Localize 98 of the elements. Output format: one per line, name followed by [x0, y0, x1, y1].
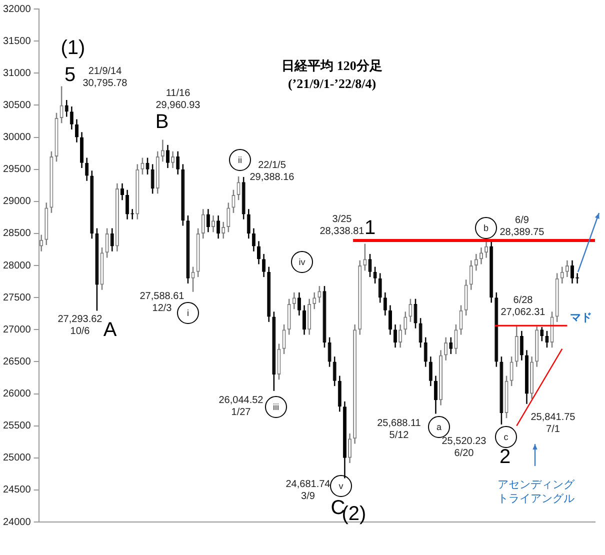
candlestick	[373, 266, 377, 284]
candlestick	[140, 158, 144, 174]
annotation: アセンディングトライアングル	[496, 478, 576, 506]
annotation: 5	[64, 64, 76, 86]
annotation: 25,841.75 7/1	[530, 412, 576, 436]
y-tick-label: 27000	[2, 324, 32, 336]
candlestick	[60, 86, 64, 124]
candlestick	[100, 248, 104, 290]
y-tick-label: 32000	[2, 4, 32, 15]
candlestick	[44, 202, 48, 245]
annotation: 25,688.11 5/12	[377, 418, 421, 442]
candlestick	[540, 327, 544, 342]
text: 日経平均 120分足	[282, 57, 382, 75]
circled-label: b	[475, 217, 497, 239]
y-tick-label: 28500	[2, 228, 32, 240]
y-tick-label: 26000	[2, 388, 32, 400]
ref-line-label: マド	[570, 310, 592, 324]
candlestick	[404, 312, 408, 335]
candlestick	[277, 344, 281, 380]
y-tick-label: 30500	[2, 100, 32, 111]
annotation: 27,293.62 10/6	[58, 314, 102, 338]
candlestick	[136, 164, 140, 220]
candlestick	[459, 305, 463, 335]
candlestick	[500, 356, 504, 425]
candlestick	[494, 292, 498, 367]
annotation: 6/9 28,389.75	[500, 215, 544, 239]
annotation: 3/25 28,338.81	[320, 214, 364, 238]
candlestick	[90, 170, 94, 239]
candlestick	[64, 100, 68, 117]
candlestick	[318, 286, 322, 303]
y-tick-label: 28000	[2, 260, 32, 272]
y-tick-label: 31000	[2, 68, 32, 79]
circled-label: a	[428, 416, 450, 438]
y-tick-label: 31500	[2, 36, 32, 47]
circled-label: iii	[265, 396, 287, 418]
candlestick	[150, 164, 154, 194]
candlestick	[181, 164, 185, 226]
annotation: 1	[364, 217, 376, 239]
y-tick-label: 25500	[2, 420, 32, 432]
candlestick	[50, 151, 54, 213]
candlestick	[414, 298, 418, 328]
annotation: 11/16 29,960.93	[156, 88, 200, 112]
candlestick	[232, 190, 236, 213]
circled-label: v	[330, 475, 352, 497]
candlestick	[408, 298, 412, 322]
candlestick	[226, 202, 230, 232]
y-tick-label: 27500	[2, 292, 32, 304]
annotation: 26,044.52 1/27	[218, 395, 264, 419]
annotation: 24,681.74 3/9	[286, 479, 330, 503]
candlestick	[146, 158, 150, 174]
annotation: (1)	[60, 37, 86, 59]
candlestick	[191, 266, 195, 292]
circled-label: i	[177, 302, 199, 324]
candlestick	[510, 356, 514, 386]
candlestick	[328, 337, 332, 367]
candlestick	[105, 228, 109, 258]
candlestick	[186, 215, 190, 284]
candlestick	[464, 280, 468, 316]
candlestick	[550, 312, 554, 348]
candlestick	[368, 254, 372, 278]
candlestick	[54, 112, 58, 162]
candlestick	[272, 312, 276, 391]
candlestick	[418, 318, 422, 348]
annotation: A	[103, 319, 117, 341]
candlestick	[363, 244, 367, 271]
candlestick	[282, 324, 286, 354]
circled-label: iv	[291, 251, 313, 273]
y-tick-label: 26500	[2, 356, 32, 368]
text: (’21/9/1-’22/8/4)	[288, 76, 376, 92]
y-tick-label: 29000	[2, 196, 32, 208]
candlestick	[449, 337, 453, 354]
annotation: 25,520.23 6/20	[442, 436, 486, 460]
candlestick	[378, 273, 382, 303]
circled-label: ii	[229, 149, 251, 171]
candlestick	[504, 376, 508, 418]
y-tick-label: 30000	[2, 132, 32, 143]
circled-label: c	[495, 426, 517, 448]
annotation: 2	[499, 446, 511, 468]
candlestick	[545, 330, 549, 348]
annotation: 21/9/14 30,795.78	[82, 66, 128, 90]
candlestick	[287, 298, 291, 335]
annotation: 22/1/5 29,388.16	[250, 160, 294, 184]
y-tick-label: 24500	[2, 484, 32, 496]
candlestick	[454, 324, 458, 354]
y-tick-label: 29500	[2, 164, 32, 176]
candlestick	[242, 177, 246, 220]
y-tick-label: 24000	[2, 516, 32, 528]
candlestick	[95, 228, 99, 311]
candlestick	[358, 260, 362, 335]
annotation: B	[155, 111, 169, 133]
candlestick	[322, 286, 326, 348]
candlestick	[236, 176, 240, 200]
candlestick	[424, 337, 428, 367]
candlestick	[332, 356, 336, 386]
candlestick	[196, 228, 200, 278]
y-tick-label: 25000	[2, 452, 32, 464]
annotation: 6/28 27,062.31	[500, 295, 546, 319]
candlestick	[555, 273, 559, 322]
